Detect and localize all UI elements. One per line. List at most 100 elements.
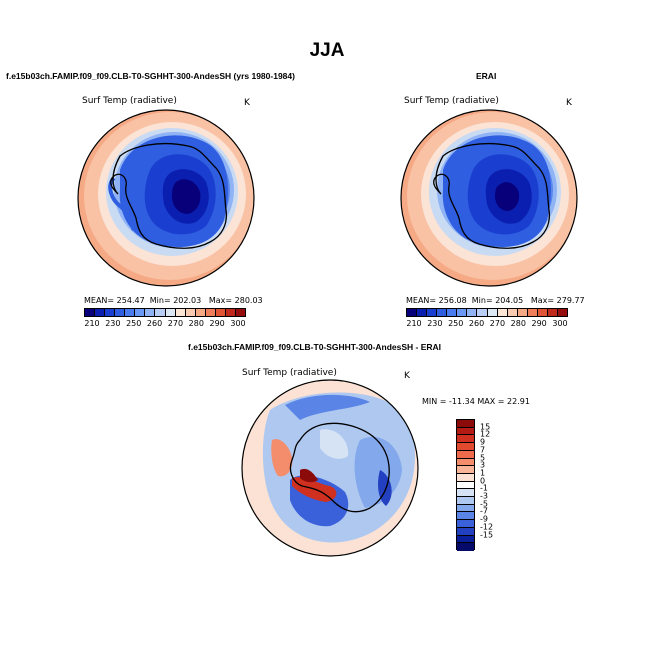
colorbar-cell <box>457 435 474 444</box>
diff-field <box>242 380 418 556</box>
colorbar-cell <box>115 309 126 316</box>
colorbar-cell <box>457 543 474 551</box>
colorbar-tick-label: -15 <box>480 530 494 540</box>
colorbar-tick-label: 9 <box>480 437 486 447</box>
colorbar-tick-label: 290 <box>209 319 225 328</box>
colorbar-cell <box>145 309 156 316</box>
model-stats: MEAN= 254.47 Min= 202.03 Max= 280.03 <box>84 296 263 305</box>
colorbar-tick-label: 250 <box>448 319 464 328</box>
model-min-value: 202.03 <box>173 296 202 305</box>
colorbar-cell <box>467 309 478 316</box>
colorbar-cell <box>457 512 474 521</box>
colorbar-tick-label: 210 <box>84 319 100 328</box>
obs-coastline <box>433 143 551 249</box>
colorbar-tick-label: 3 <box>480 460 486 470</box>
colorbar-tick-label: 15 <box>480 422 491 432</box>
obs-field <box>401 110 577 286</box>
colorbar-cell <box>457 427 474 436</box>
colorbar-cell <box>457 520 474 528</box>
colorbar-cell <box>457 527 474 536</box>
colorbar-tick-label: 5 <box>480 453 486 463</box>
diff-minmax: MIN = -11.34 MAX = 22.91 <box>422 397 530 406</box>
colorbar-tick-label: 300 <box>552 319 568 328</box>
colorbar-tick-label: -7 <box>480 506 488 516</box>
model-mean-value: 254.47 <box>116 296 145 305</box>
colorbar-cell <box>235 309 245 316</box>
colorbar-cell <box>225 309 236 316</box>
colorbar-cell <box>457 420 474 428</box>
colorbar-tick-label: -5 <box>480 499 488 509</box>
colorbar-cell <box>547 309 558 316</box>
colorbar-tick-label: -3 <box>480 491 488 501</box>
colorbar-tick-label: 7 <box>480 445 486 455</box>
colorbar-cell <box>437 309 448 316</box>
obs-units: K <box>566 98 572 108</box>
model-coastline <box>110 143 228 249</box>
colorbar-tick-label: 260 <box>146 319 163 328</box>
diff-colorbar <box>456 419 475 551</box>
model-field-label: Surf Temp (radiative) <box>82 96 177 106</box>
obs-colorbar-ticks: 210 230 250 260 270 280 290 300 <box>406 319 568 329</box>
main-title: JJA <box>309 40 345 61</box>
colorbar-cell <box>95 309 106 316</box>
colorbar-cell <box>215 309 226 316</box>
colorbar-tick-label: 210 <box>406 319 422 328</box>
colorbar-tick-label: 0 <box>480 476 486 486</box>
colorbar-cell <box>457 309 468 316</box>
colorbar-cell <box>477 309 488 316</box>
colorbar-cell <box>507 309 518 316</box>
colorbar-tick-label: 250 <box>126 319 142 328</box>
model-case-title: f.e15b03ch.FAMIP.f09_f09.CLB-T0-SGHHT-30… <box>6 71 295 81</box>
colorbar-tick-label: 280 <box>510 319 526 328</box>
colorbar-cell <box>457 481 474 490</box>
colorbar-tick-label: 1 <box>480 468 486 478</box>
colorbar-cell <box>205 309 216 316</box>
colorbar-cell <box>557 309 567 316</box>
colorbar-cell <box>517 309 528 316</box>
colorbar-cell <box>125 309 136 316</box>
obs-stats: MEAN= 256.08 Min= 204.05 Max= 279.77 <box>406 296 585 305</box>
diff-colorbar-ticks: 15 12 9 7 5 3 1 0 -1 -3 -5 -7 -9 -12 -15 <box>480 419 510 550</box>
colorbar-cell <box>407 309 418 316</box>
colorbar-cell <box>527 309 538 316</box>
model-colorbar <box>84 308 246 317</box>
colorbar-cell <box>457 535 474 544</box>
colorbar-cell <box>457 443 474 451</box>
colorbar-cell <box>135 309 146 316</box>
obs-colorbar <box>406 308 568 317</box>
colorbar-tick-label: 300 <box>230 319 246 328</box>
colorbar-cell <box>175 309 186 316</box>
colorbar-tick-label: 230 <box>105 319 121 328</box>
obs-case-title: ERAI <box>476 71 497 81</box>
colorbar-cell <box>447 309 458 316</box>
obs-mean-value: 256.08 <box>438 296 467 305</box>
diff-field-label: Surf Temp (radiative) <box>242 368 337 378</box>
colorbar-cell <box>195 309 206 316</box>
colorbar-tick-label: 270 <box>167 319 184 328</box>
colorbar-tick-label: 290 <box>531 319 547 328</box>
colorbar-cell <box>185 309 196 316</box>
colorbar-cell <box>537 309 548 316</box>
model-colorbar-ticks: 210 230 250 260 270 280 290 300 <box>84 319 246 329</box>
colorbar-cell <box>427 309 438 316</box>
colorbar-cell <box>497 309 508 316</box>
diff-coastline <box>289 422 390 513</box>
colorbar-cell <box>457 473 474 482</box>
diff-case-title: f.e15b03ch.FAMIP.f09_f09.CLB-T0-SGHHT-30… <box>188 342 442 352</box>
colorbar-cell <box>487 309 498 316</box>
colorbar-tick-label: 270 <box>489 319 506 328</box>
colorbar-tick-label: -9 <box>480 514 488 524</box>
model-max-value: 280.03 <box>234 296 263 305</box>
colorbar-cell <box>417 309 428 316</box>
colorbar-cell <box>457 458 474 467</box>
colorbar-cell <box>457 504 474 513</box>
model-units: K <box>244 98 250 108</box>
colorbar-tick-label: 12 <box>480 429 491 439</box>
colorbar-tick-label: -1 <box>480 483 488 493</box>
colorbar-cell <box>85 309 96 316</box>
colorbar-cell <box>155 309 166 316</box>
colorbar-cell <box>165 309 176 316</box>
obs-min-value: 204.05 <box>495 296 524 305</box>
colorbar-tick-label: 230 <box>427 319 443 328</box>
